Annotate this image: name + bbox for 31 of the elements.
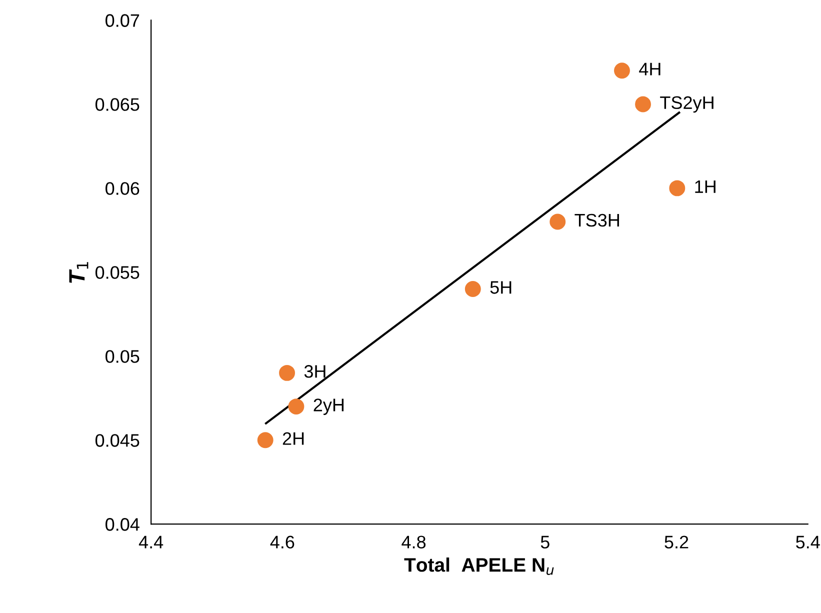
x-tick-label: 4.6: [270, 536, 294, 548]
point: [464, 280, 481, 297]
y-tick-label: 0.055: [95, 266, 140, 279]
annotation: 4H: [639, 62, 660, 76]
x-tick-label: 5.2: [664, 536, 688, 548]
point: [635, 96, 651, 112]
point: [257, 432, 274, 448]
point: [288, 398, 304, 415]
x-tick-label: 5.4: [796, 536, 820, 548]
y-tick-label: 0.045: [95, 434, 140, 447]
y-tick-label: 0.07: [106, 14, 140, 27]
annotation: 2H: [282, 432, 304, 445]
y-axis-title: T$_{1}$: [69, 262, 88, 283]
annotation: 1H: [695, 180, 716, 193]
x-tick-label: 5: [540, 536, 550, 548]
point: [614, 62, 630, 79]
y-tick-label: 0.065: [95, 98, 140, 111]
y-tick-label: 0.05: [106, 350, 140, 363]
annotation: 5H: [490, 281, 512, 294]
point: [279, 364, 295, 381]
x-tick-label: 4.4: [138, 536, 164, 548]
x-tick-label: 4.8: [402, 536, 426, 548]
annotation: TS2yH: [660, 96, 714, 113]
y-tick-label: 0.06: [106, 182, 140, 195]
annotation: 2yH: [314, 398, 344, 415]
point: [669, 180, 686, 196]
point: [550, 214, 566, 230]
annotation: TS3H: [574, 214, 619, 227]
x-axis-title: Total APELE N$_{u}$: [404, 558, 554, 575]
y-tick-label: 0.04: [106, 518, 140, 531]
annotation: 3H: [304, 365, 326, 378]
